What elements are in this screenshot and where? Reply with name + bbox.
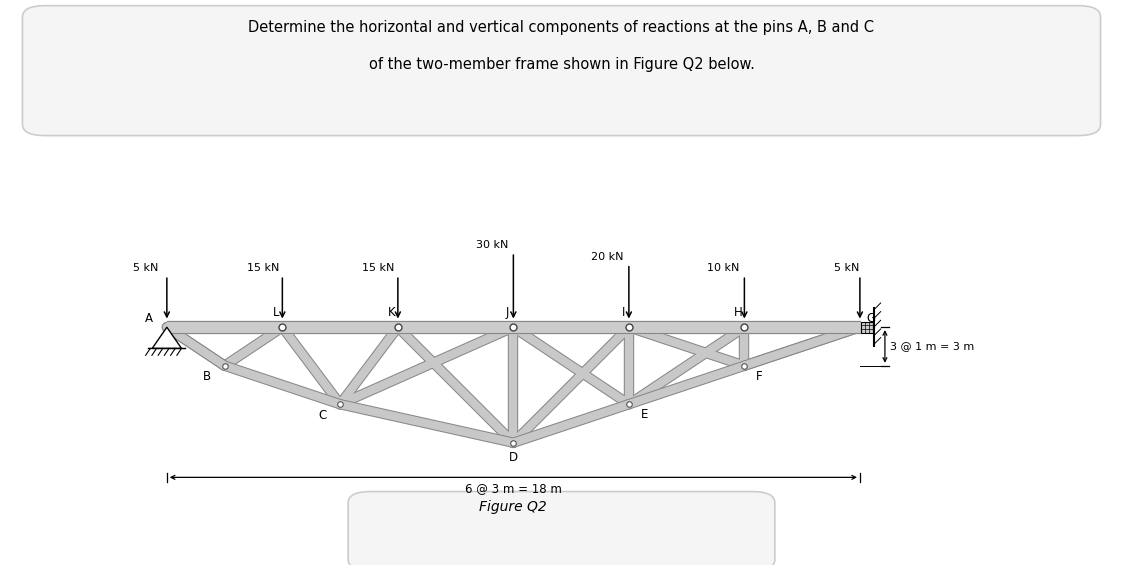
- Text: E: E: [640, 408, 648, 421]
- Text: 30 kN: 30 kN: [476, 240, 509, 250]
- Text: 10 kN: 10 kN: [707, 263, 739, 273]
- Text: D: D: [509, 451, 518, 464]
- Text: J: J: [505, 306, 510, 319]
- Text: 15 kN: 15 kN: [363, 263, 395, 273]
- Text: 20 kN: 20 kN: [592, 252, 624, 262]
- Text: of the two-member frame shown in Figure Q2 below.: of the two-member frame shown in Figure …: [368, 56, 755, 72]
- Text: L: L: [273, 306, 280, 319]
- Text: 5 kN: 5 kN: [133, 263, 158, 273]
- Polygon shape: [860, 322, 873, 333]
- Text: 6 @ 3 m = 18 m: 6 @ 3 m = 18 m: [465, 482, 562, 495]
- Text: C: C: [319, 409, 327, 422]
- Text: G: G: [867, 312, 876, 325]
- Text: K: K: [389, 306, 396, 319]
- Text: I: I: [621, 306, 624, 319]
- Text: A: A: [145, 312, 154, 325]
- Text: 3 @ 1 m = 3 m: 3 @ 1 m = 3 m: [889, 341, 974, 351]
- Text: 15 kN: 15 kN: [247, 263, 280, 273]
- Text: Determine the horizontal and vertical components of reactions at the pins A, B a: Determine the horizontal and vertical co…: [248, 20, 875, 35]
- Text: F: F: [756, 370, 763, 383]
- Text: B: B: [203, 370, 211, 383]
- Text: H: H: [734, 306, 743, 319]
- Text: 5 kN: 5 kN: [833, 263, 859, 273]
- Polygon shape: [153, 327, 182, 349]
- Text: Figure Q2: Figure Q2: [480, 501, 547, 515]
